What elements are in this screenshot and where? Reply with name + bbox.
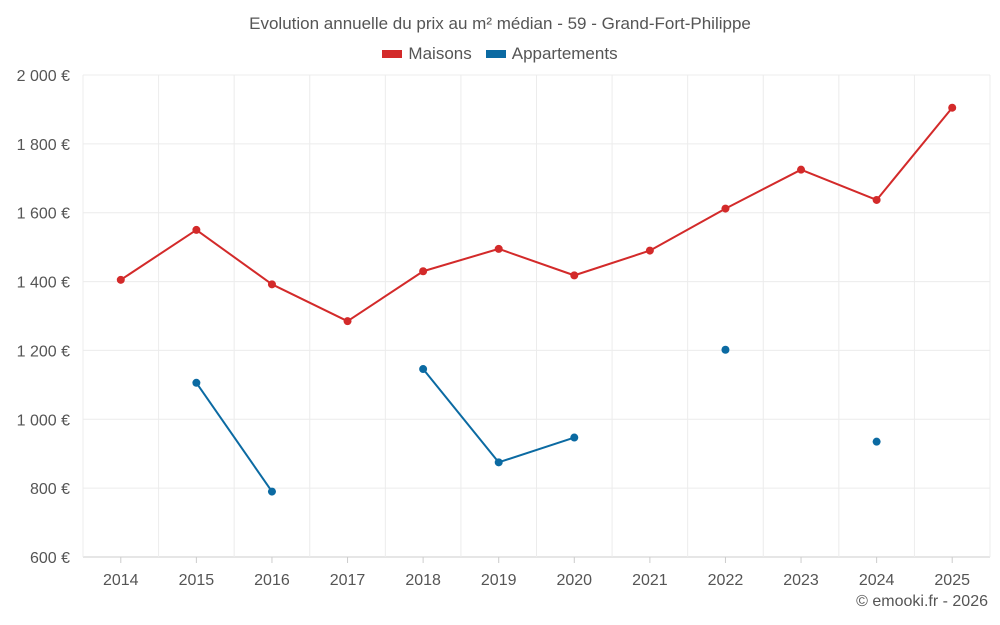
- data-point-maisons: [419, 267, 428, 276]
- legend: Maisons Appartements: [0, 44, 1000, 64]
- data-point-appartements: [419, 365, 428, 374]
- data-point-maisons: [570, 271, 579, 280]
- data-point-appartements: [494, 458, 503, 467]
- x-tick-label: 2015: [179, 572, 215, 589]
- x-tick-label: 2020: [556, 572, 592, 589]
- data-point-maisons: [267, 280, 276, 289]
- x-tick-label: 2018: [405, 572, 441, 589]
- credit-text: © emooki.fr - 2026: [856, 593, 988, 610]
- x-tick-label: 2016: [254, 572, 290, 589]
- data-point-maisons: [721, 204, 730, 213]
- data-point-appartements: [192, 378, 201, 387]
- x-tick-label: 2024: [859, 572, 895, 589]
- legend-swatch-appartements: [485, 50, 506, 58]
- y-tick-label: 800 €: [30, 481, 70, 498]
- legend-label-maisons: Maisons: [408, 44, 472, 63]
- y-tick-label: 1 400 €: [17, 275, 70, 292]
- legend-item-appartements[interactable]: Appartements: [485, 44, 618, 64]
- x-tick-label: 2022: [708, 572, 744, 589]
- data-point-maisons: [797, 165, 806, 174]
- y-tick-label: 1 600 €: [17, 206, 70, 223]
- data-point-maisons: [645, 246, 654, 255]
- data-point-maisons: [116, 275, 125, 284]
- data-point-maisons: [872, 195, 881, 204]
- data-point-maisons: [948, 103, 957, 112]
- legend-swatch-maisons: [382, 50, 403, 58]
- data-point-maisons: [494, 244, 503, 253]
- data-point-maisons: [192, 225, 201, 234]
- series-line-appartements: [195, 382, 273, 493]
- series-line-appartements: [422, 368, 575, 464]
- y-tick-label: 1 200 €: [17, 343, 70, 360]
- data-point-appartements: [872, 437, 881, 446]
- data-point-appartements: [267, 487, 276, 496]
- y-tick-label: 1 800 €: [17, 137, 70, 154]
- legend-item-maisons[interactable]: Maisons: [382, 44, 472, 64]
- y-tick-label: 600 €: [30, 550, 70, 567]
- x-tick-label: 2025: [934, 572, 970, 589]
- data-point-appartements: [570, 433, 579, 442]
- chart-title: Evolution annuelle du prix au m² médian …: [249, 14, 751, 33]
- x-tick-label: 2021: [632, 572, 668, 589]
- x-tick-label: 2023: [783, 572, 819, 589]
- x-tick-label: 2014: [103, 572, 139, 589]
- x-tick-label: 2017: [330, 572, 366, 589]
- y-tick-label: 2 000 €: [17, 68, 70, 85]
- y-tick-label: 1 000 €: [17, 412, 70, 429]
- data-point-maisons: [343, 317, 352, 326]
- legend-label-appartements: Appartements: [511, 44, 618, 63]
- x-tick-label: 2019: [481, 572, 517, 589]
- series-line-maisons: [120, 107, 953, 323]
- data-point-appartements: [721, 345, 730, 354]
